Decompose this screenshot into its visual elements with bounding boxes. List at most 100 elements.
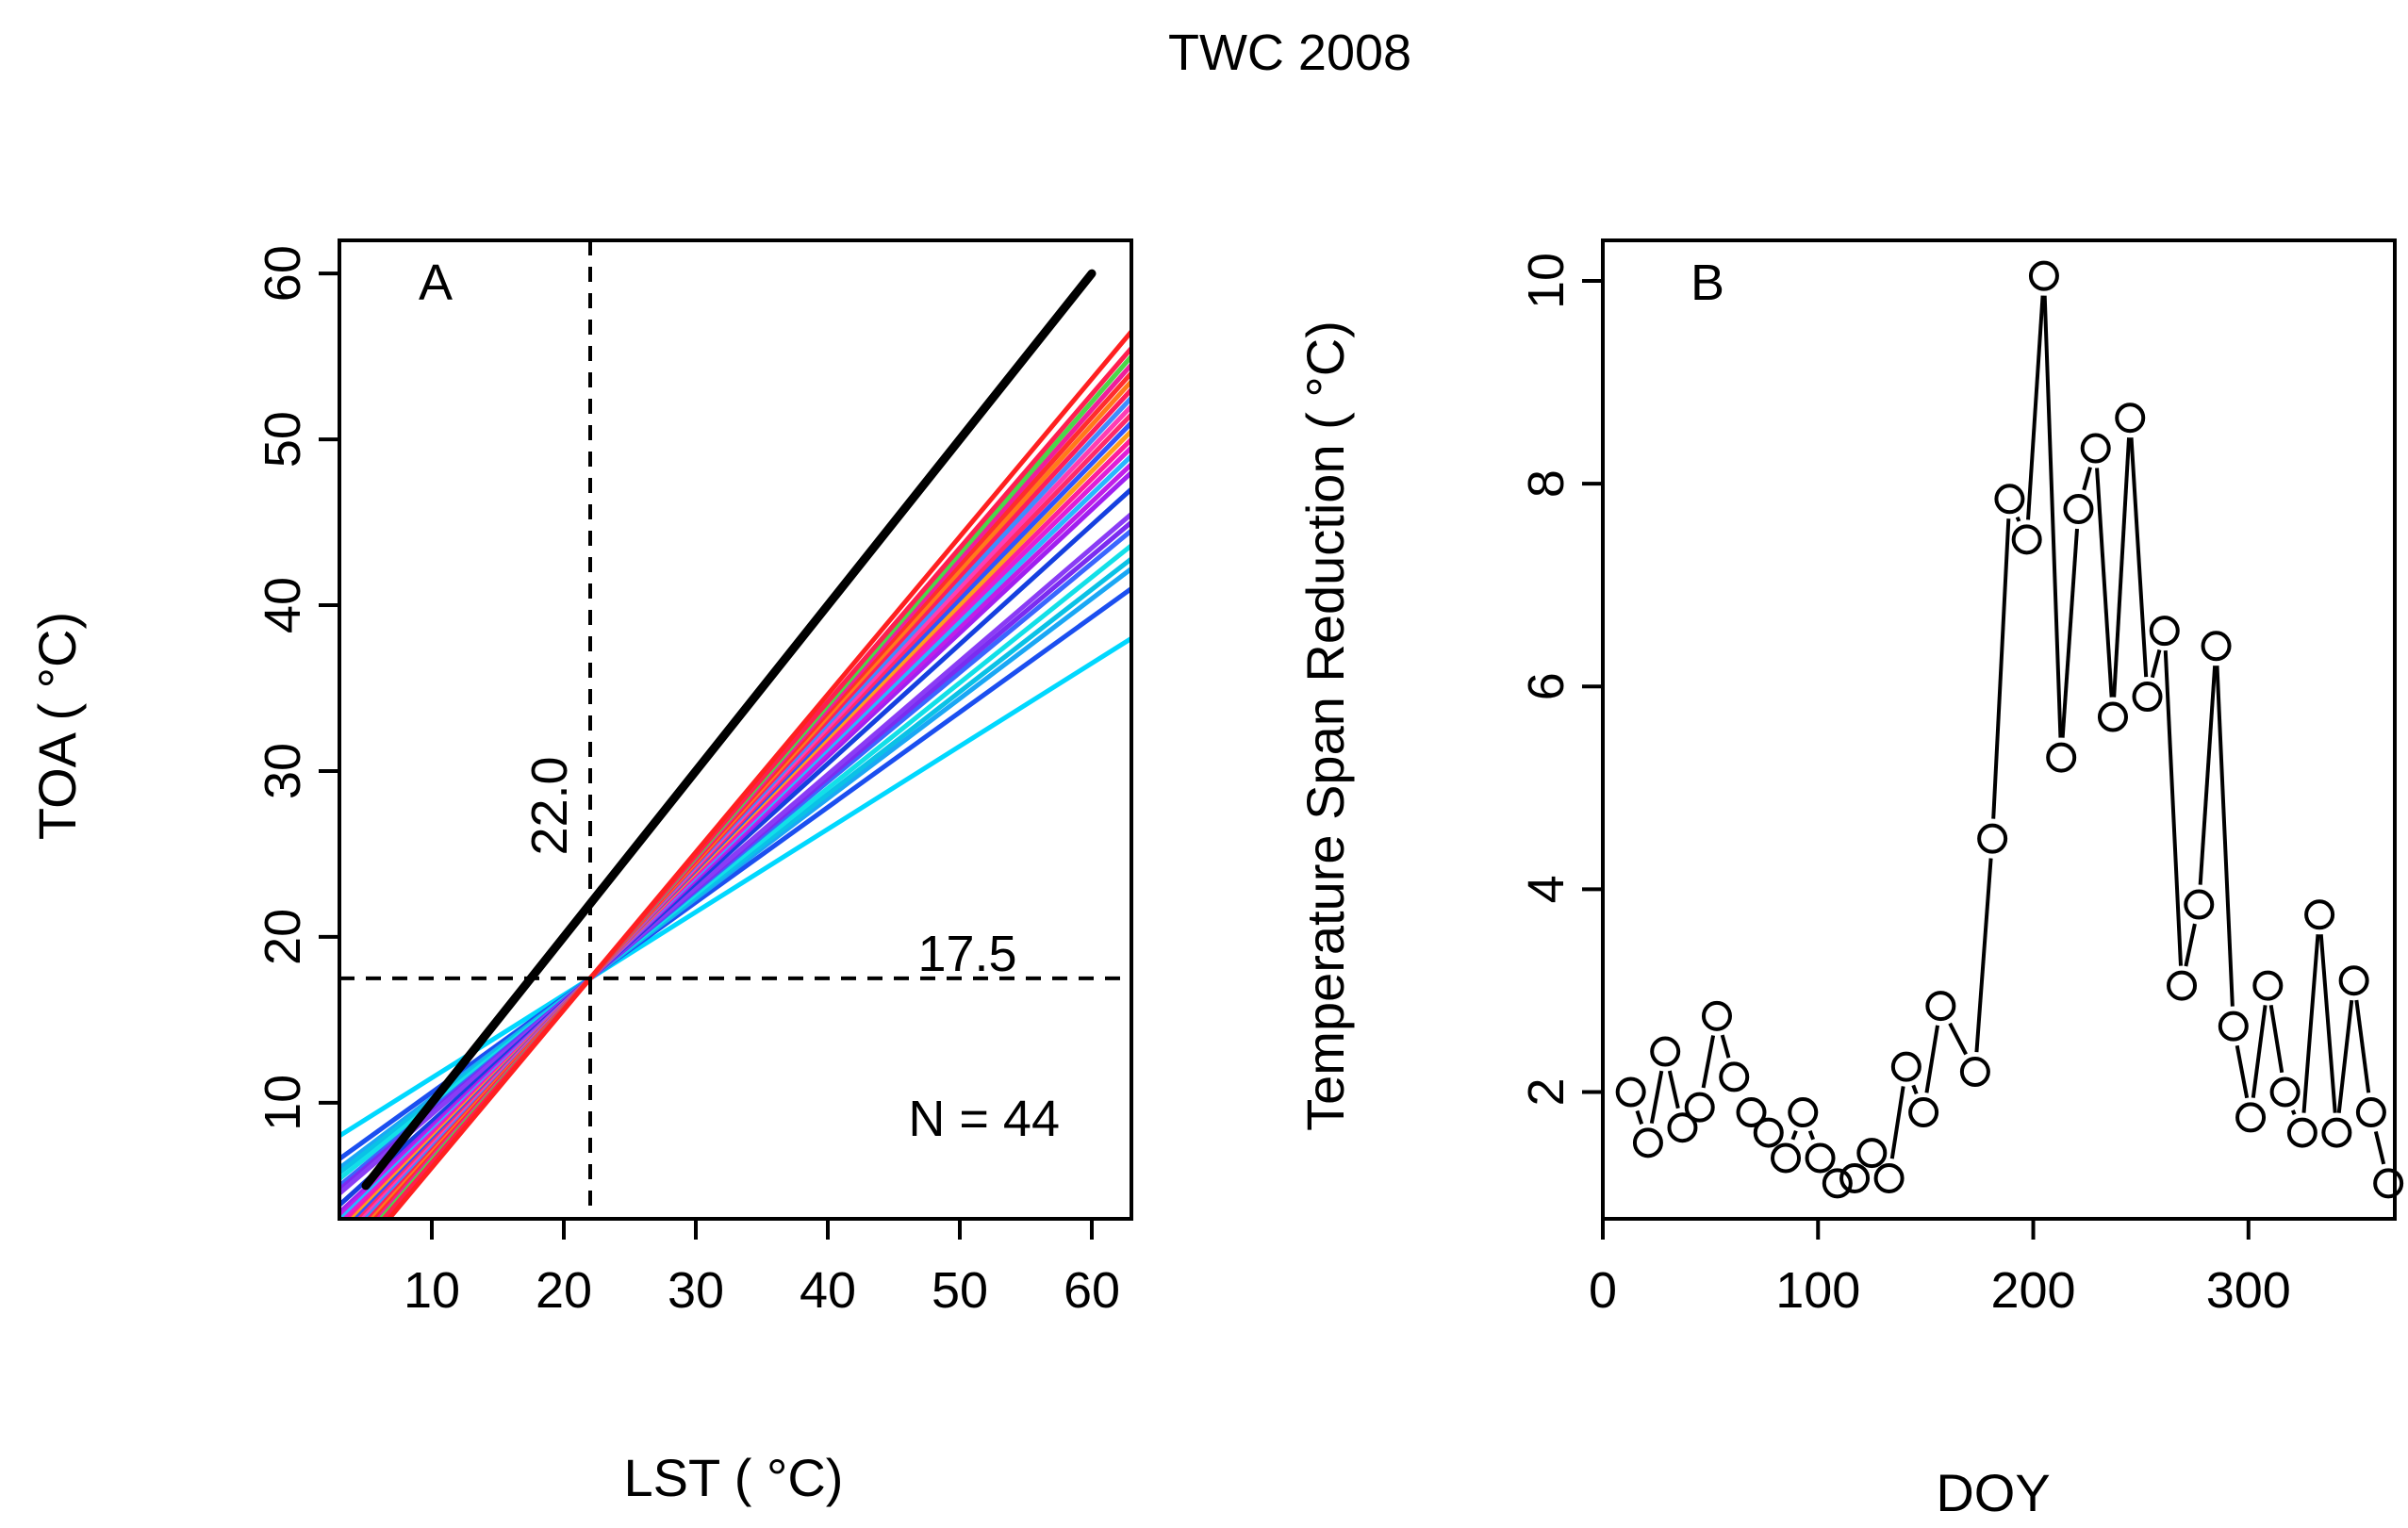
panel-b-data-point <box>2132 682 2163 713</box>
panel-b-line-segment <box>2042 295 2063 738</box>
panel-b-data-point <box>1908 1097 1939 1128</box>
panel-a-series-line-2 <box>339 586 1131 1161</box>
panel-b-data-point <box>2063 494 2094 525</box>
panel-b-x-tick-label: 200 <box>1990 1262 2075 1319</box>
panel-b-data-point <box>2269 1076 2301 1108</box>
panel-b-line-segment <box>1911 1084 1919 1095</box>
panel-b-data-point <box>2167 970 2198 1001</box>
panel-b-x-axis: 0 100 200 300 <box>1589 1217 2291 1319</box>
panel-a-y-axis-title: TOA ( °C) <box>27 612 87 840</box>
panel-a-annotation-n: N = 44 <box>908 1091 1060 1147</box>
panel-b-line-segment <box>1720 1034 1731 1059</box>
panel-b-data-point <box>1839 1162 1871 1193</box>
panel-a-x-tick-label: 30 <box>668 1262 724 1319</box>
panel-b-x-tick-label: 300 <box>2206 1262 2291 1319</box>
panel-a-plot-area <box>339 240 1131 1219</box>
panel-b-y-axis-title: Temperature Span Reduction ( °C) <box>1295 320 1355 1131</box>
panel-b-line-segment <box>2373 1130 2386 1165</box>
panel-b-line-segment <box>2112 437 2132 698</box>
panel-b-y-axis: 2 4 6 8 10 <box>1518 253 1605 1107</box>
panel-b-data-point <box>1650 1036 1681 1067</box>
panel-a-y-tick-label: 40 <box>255 577 311 633</box>
panel-a-hline-label: 17.5 <box>917 926 1016 982</box>
panel-b-data-point <box>2235 1102 2267 1133</box>
panel-b-data-point <box>1994 484 2025 515</box>
panel-a-x-tick-label: 60 <box>1064 1262 1120 1319</box>
panel-b-data-point <box>2201 631 2232 662</box>
panel-a-y-tick-label: 30 <box>255 743 311 799</box>
panel-b-data-point <box>2046 742 2077 773</box>
panel-b-y-tick-label: 10 <box>1518 253 1575 309</box>
panel-b-line-segment <box>2354 999 2371 1093</box>
panel-b-line-segment <box>2163 650 2184 966</box>
panel-b-data-point <box>2373 1168 2404 1199</box>
panel-b-line-segment <box>2318 934 2337 1113</box>
panel-a-series-line-26 <box>386 330 1131 1219</box>
panel-b-data-point <box>1667 1112 1698 1143</box>
panel-a-one-to-one-line <box>361 269 1097 1191</box>
panel-a-x-tick-label: 10 <box>404 1262 460 1319</box>
panel-b-line-segment <box>2198 665 2218 885</box>
panel-b-data-point <box>2321 1117 2352 1148</box>
panel-b-line-segment <box>2251 1005 2268 1098</box>
panel-b-data-point <box>1925 991 1956 1022</box>
panel-a-y-tick-label: 60 <box>255 245 311 302</box>
panel-b-line-segment <box>2129 437 2149 678</box>
panel-b-data-point <box>1805 1142 1836 1174</box>
panel-b-data-point <box>2080 433 2111 464</box>
panel-a-label: A <box>419 255 453 311</box>
panel-a-y-tick-label: 10 <box>255 1075 311 1131</box>
panel-b-line-segment <box>1889 1086 1905 1159</box>
panel-b-data-point <box>1719 1061 1750 1093</box>
panel-b-data-point <box>1822 1168 1853 1199</box>
panel-b-data-point <box>2028 260 2059 291</box>
panel-b-data-point <box>2115 403 2146 434</box>
panel-b-line-segment <box>2082 467 2092 491</box>
panel-b-data-point <box>2252 970 2284 1001</box>
panel-b-line-segment <box>2215 665 2235 1007</box>
panel-b-data-point <box>1753 1117 1784 1148</box>
panel-b-line-segment <box>2150 649 2162 679</box>
panel-b-data-point <box>2304 899 2335 930</box>
panel-b-line-segment <box>1635 1109 1644 1125</box>
panel-b-line-segment <box>1974 858 1993 1053</box>
panel-a-series-line-9 <box>339 487 1131 1208</box>
panel-b-data-point <box>1615 1076 1646 1108</box>
panel-b-data-point <box>2011 524 2042 555</box>
panel-b-y-tick-label: 8 <box>1518 469 1575 498</box>
panel-b-line-segment <box>2336 999 2354 1113</box>
panel-b-data-point <box>1959 1057 1990 1088</box>
panel-b-line-segment <box>2290 1109 2297 1116</box>
panel-a-y-tick-label: 50 <box>255 411 311 468</box>
panel-b-data-point <box>2097 701 2128 732</box>
panel-b-x-tick-label: 0 <box>1589 1262 1617 1319</box>
panel-a-x-axis-title: LST ( °C) <box>624 1448 844 1507</box>
panel-b-line-segment <box>2026 295 2045 520</box>
panel-b-data-point <box>2355 1097 2386 1128</box>
panel-b-line-segment <box>2015 516 2021 522</box>
panel-b-line-segment <box>1924 1025 1939 1093</box>
figure-title: TWC 2008 <box>1168 25 1411 81</box>
panel-b-line-segment <box>1667 1070 1680 1109</box>
panel-b-data-point <box>1788 1097 1819 1128</box>
panel-b-line-segment <box>2235 1044 2250 1099</box>
panel-b-data-point <box>1736 1097 1767 1128</box>
panel-b-line-segment <box>2268 1005 2284 1074</box>
panel-b-label: B <box>1691 255 1724 311</box>
panel-a-y-tick-label: 20 <box>255 909 311 965</box>
panel-a-y-axis: 10 20 30 40 50 60 <box>255 245 339 1131</box>
panel-b-data-point <box>2338 965 2369 996</box>
panel-b-line-segment <box>1807 1129 1816 1141</box>
panel-b-data-point <box>1701 1000 1732 1031</box>
panel-b-line-segment <box>1701 1035 1716 1089</box>
panel-a-series-line-8 <box>339 512 1131 1196</box>
panel-b-line-segment <box>1948 1022 1968 1056</box>
panel-b-line-segment <box>2184 923 2197 967</box>
panel-b-data-point <box>1977 823 2008 854</box>
panel-a-x-axis: 10 20 30 40 50 60 <box>404 1217 1120 1319</box>
panel-b-data-point <box>2149 616 2180 647</box>
panel-b-line-segment <box>2301 934 2320 1113</box>
